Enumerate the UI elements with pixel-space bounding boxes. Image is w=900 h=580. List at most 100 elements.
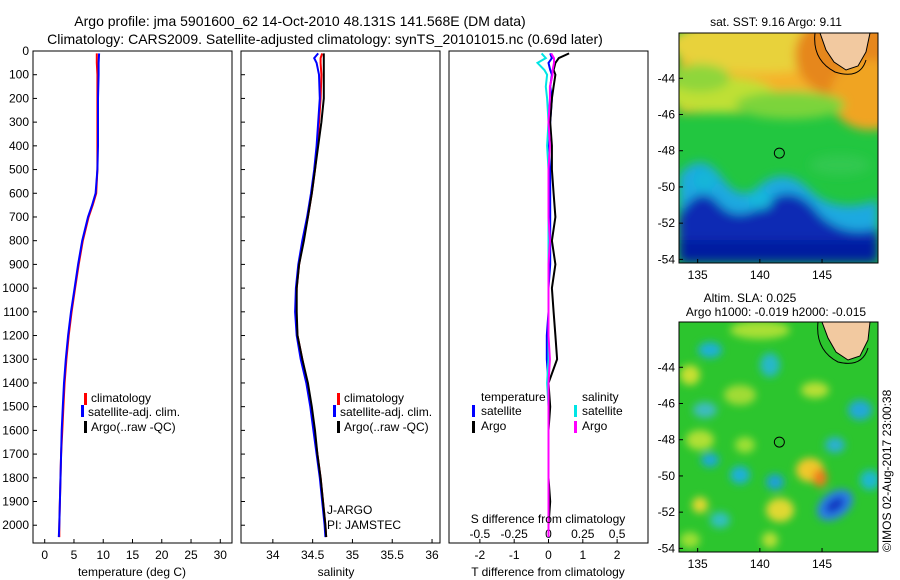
tasmania-landmass <box>821 322 871 361</box>
lon-tick-label: 140 <box>750 268 770 282</box>
difference-legend: temperature salinity satellite Argo sate… <box>472 390 623 433</box>
depth-tick-label: 300 <box>9 115 29 129</box>
x-tick-label: 15 <box>126 548 140 562</box>
series-argo <box>295 53 328 538</box>
x-tick-label: 10 <box>97 548 111 562</box>
legend-satellite-adj: satellite-adj. clim. <box>340 405 432 419</box>
x-tick-label: 34 <box>266 548 280 562</box>
legend-swatch-satellite-adj <box>333 405 336 417</box>
temperature-legend: climatology satellite-adj. clim. Argo(..… <box>81 391 180 434</box>
depth-tick-label: 1100 <box>3 305 29 319</box>
depth-tick-label: 2000 <box>2 518 29 532</box>
lon-tick-label: 145 <box>812 557 832 571</box>
series-salinity-argo <box>547 52 555 538</box>
lat-tick-label: -48 <box>658 144 676 158</box>
legend-t-satellite: satellite <box>481 404 522 418</box>
x-tick-label: 1 <box>579 548 586 562</box>
sla-map-panel: Altim. SLA: 0.025 Argo h1000: -0.019 h20… <box>658 291 879 571</box>
salinity-axis-label: salinity <box>318 565 355 579</box>
depth-tick-label: 1300 <box>2 352 29 366</box>
lat-tick-label: -46 <box>658 107 676 121</box>
sla-map-title: Altim. SLA: 0.025 <box>704 291 797 305</box>
x-tick-label: 0 <box>545 548 552 562</box>
depth-tick-label: 0 <box>22 44 29 58</box>
depth-tick-label: 500 <box>9 163 29 177</box>
legend-argo: Argo(..raw -QC) <box>344 420 429 434</box>
legend-swatch-climatology <box>337 393 340 405</box>
x-tick-label: 5 <box>71 548 78 562</box>
depth-tick-label: 1200 <box>2 329 29 343</box>
sst-argo-position-marker <box>773 147 785 159</box>
depth-tick-label: 1500 <box>2 400 29 414</box>
depth-tick-label: 1900 <box>2 495 29 509</box>
salinity-legend: climatology satellite-adj. clim. Argo(..… <box>333 391 432 434</box>
depth-tick-label: 1700 <box>2 447 29 461</box>
series-satellite-adj-clim- <box>57 53 101 538</box>
tasmania-landmass <box>819 33 871 71</box>
legend-swatch-s-argo <box>574 421 577 433</box>
depth-tick-label: 1000 <box>2 281 29 295</box>
legend-climatology: climatology <box>91 391 151 405</box>
x-tick-label: 35 <box>346 548 360 562</box>
x-tick-label: 0 <box>41 548 48 562</box>
sla-argo-position-marker <box>773 436 785 448</box>
x-tick-label: 34.5 <box>301 548 325 562</box>
x-tick-label: 36 <box>425 548 439 562</box>
legend-climatology: climatology <box>344 391 404 405</box>
x-tick-label: 20 <box>155 548 169 562</box>
lon-tick-label: 140 <box>750 557 770 571</box>
sst-map-title: sat. SST: 9.16 Argo: 9.11 <box>710 15 842 29</box>
depth-tick-label: 1400 <box>2 376 29 390</box>
legend-swatch-argo <box>337 421 340 433</box>
legend-s-argo: Argo <box>582 419 608 433</box>
legend-temperature-title: temperature <box>481 390 546 404</box>
figure-title-line1: Argo profile: jma 5901600_62 14-Oct-2010… <box>74 13 525 29</box>
lon-tick-label: 135 <box>688 557 708 571</box>
lat-tick-label: -54 <box>658 252 676 266</box>
depth-tick-label: 700 <box>9 210 29 224</box>
s-difference-axis-label: S difference from climatology <box>471 512 626 526</box>
difference-panel: -2 -1 0 1 2-0.5 -0.25 0 0.25 0.5 S difference fr… <box>448 50 649 579</box>
legend-swatch-climatology <box>84 393 87 405</box>
s-diff-tick-label: -0.25 <box>501 527 529 541</box>
legend-salinity-title: salinity <box>582 390 619 404</box>
lat-tick-label: -44 <box>658 360 676 374</box>
x-tick-label: 2 <box>614 548 621 562</box>
t-difference-axis-label: T difference from climatology <box>471 565 625 579</box>
copyright-stamp: ©IMOS 02-Aug-2017 23:00:38 <box>880 389 894 552</box>
legend-swatch-t-satellite <box>472 405 475 417</box>
sla-map-subtitle: Argo h1000: -0.019 h2000: -0.015 <box>686 305 866 319</box>
legend-t-argo: Argo <box>481 419 507 433</box>
depth-tick-label: 900 <box>9 257 29 271</box>
lat-tick-label: -52 <box>658 505 676 519</box>
lat-tick-label: -52 <box>658 216 676 230</box>
legend-satellite-adj: satellite-adj. clim. <box>88 405 180 419</box>
x-tick-label: 30 <box>214 548 228 562</box>
depth-tick-label: 800 <box>9 234 29 248</box>
x-tick-label: 35.5 <box>381 548 405 562</box>
lat-tick-label: -44 <box>658 71 676 85</box>
lat-tick-label: -50 <box>658 469 676 483</box>
lon-tick-label: 145 <box>812 268 832 282</box>
legend-swatch-argo <box>84 421 87 433</box>
s-diff-tick-label: 0.5 <box>609 527 626 541</box>
s-diff-tick-label: -0.5 <box>470 527 491 541</box>
lat-tick-label: -46 <box>658 396 676 410</box>
depth-tick-label: 600 <box>9 186 29 200</box>
temperature-panel: 0100200300400500600700800900100011001200… <box>2 44 233 579</box>
legend-s-satellite: satellite <box>582 404 623 418</box>
depth-tick-label: 1600 <box>2 423 29 437</box>
sst-heatmap <box>679 33 878 263</box>
depth-tick-label: 1800 <box>2 471 29 485</box>
x-tick-label: -2 <box>475 548 486 562</box>
temperature-axis-label: temperature (deg C) <box>78 565 186 579</box>
sst-map-panel: sat. SST: 9.16 Argo: 9.11 <box>658 15 879 282</box>
legend-swatch-t-argo <box>472 421 475 433</box>
lat-tick-label: -48 <box>658 433 676 447</box>
lat-tick-label: -54 <box>658 541 676 555</box>
sla-heatmap <box>679 322 878 552</box>
pi-label: PI: JAMSTEC <box>327 518 401 532</box>
depth-tick-label: 200 <box>9 91 29 105</box>
depth-tick-label: 100 <box>9 68 29 82</box>
